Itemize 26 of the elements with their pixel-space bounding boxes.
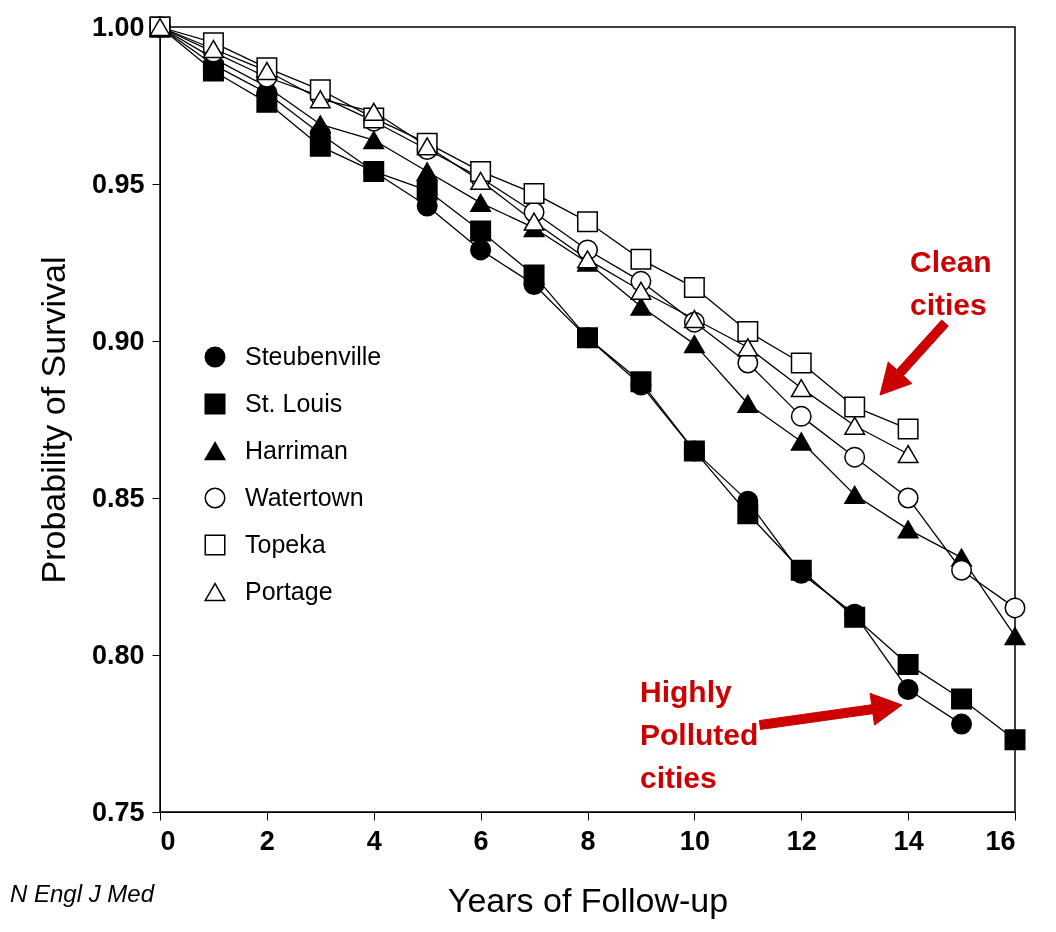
y-tick-label: 1.00 (91, 11, 145, 42)
y-tick-label: 0.75 (91, 796, 145, 827)
y-tick-label: 0.85 (91, 482, 145, 513)
text: N Engl J Med (10, 880, 155, 907)
y-tick-label: 0.80 (91, 639, 145, 670)
x-tick-label: 0 (160, 825, 176, 856)
legend-label: Portage (245, 577, 333, 605)
x-tick-label: 6 (473, 825, 489, 856)
x-tick-label: 16 (985, 825, 1016, 856)
x-tick-label: 12 (786, 825, 817, 856)
legend-label: Watertown (245, 483, 364, 511)
legend-label: Harriman (245, 436, 348, 464)
x-tick-label: 2 (259, 825, 275, 856)
y-tick-label: 0.95 (91, 168, 145, 199)
x-tick-label: 10 (679, 825, 710, 856)
legend-label: St. Louis (245, 389, 343, 417)
x-axis-title: Years of Follow-up (447, 880, 729, 919)
legend-label: Steubenville (245, 342, 382, 370)
y-axis-title: Probability of Survival (33, 256, 72, 584)
annotation: Clean cities (910, 245, 992, 321)
x-tick-label: 14 (893, 825, 924, 856)
y-tick-label: 0.90 (91, 325, 145, 356)
annotation: Highly Polluted cities (640, 675, 759, 794)
x-tick-label: 8 (580, 825, 596, 856)
legend-label: Topeka (245, 530, 326, 558)
x-tick-label: 4 (366, 825, 382, 856)
